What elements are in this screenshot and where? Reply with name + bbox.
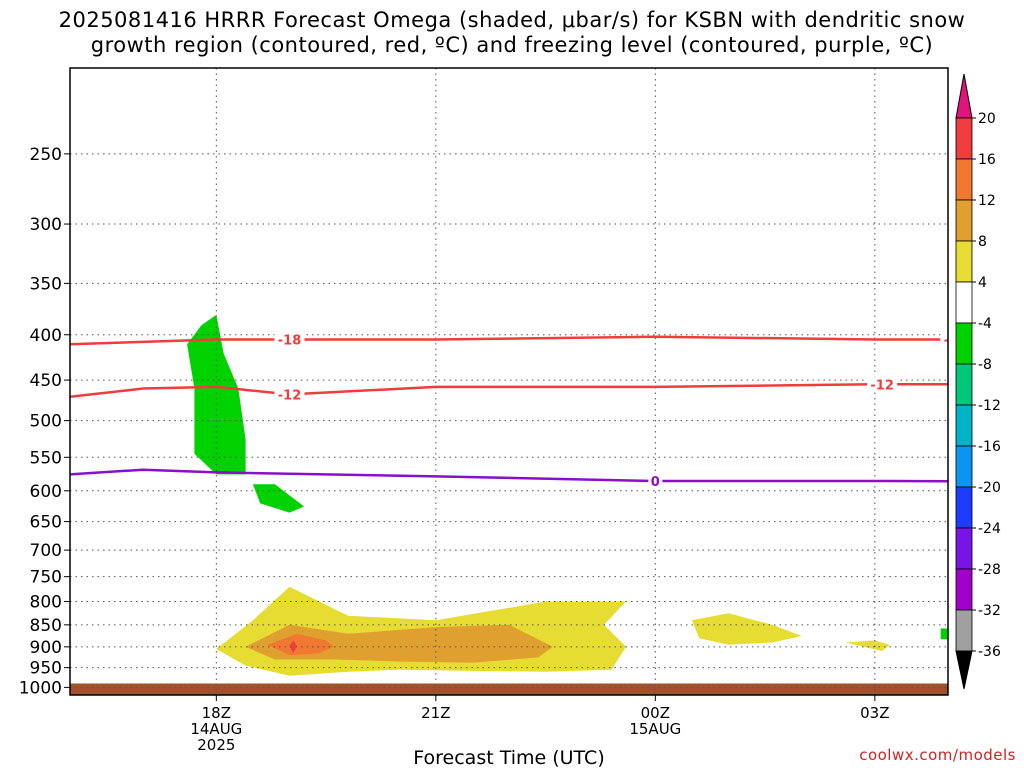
axes: 2503003504004505005506006507007508008509… <box>19 67 949 768</box>
colorbar-label: -16 <box>978 439 1001 455</box>
y-tick-label: 300 <box>30 215 62 235</box>
chart-title-line-2: growth region (contoured, red, ºC) and f… <box>90 33 934 57</box>
omega-region-8 <box>940 628 948 640</box>
x-tick-label: 2025 <box>197 736 235 754</box>
colorbar-label: 16 <box>978 152 996 168</box>
x-tick-label: 21Z <box>421 704 450 722</box>
contour-label-dgz: -12 <box>870 378 894 393</box>
contour-label-bg <box>1014 473 1024 489</box>
omega-region-3 <box>245 624 553 663</box>
colorbar-label: -36 <box>978 644 1001 660</box>
plot-frame <box>69 67 949 696</box>
colorbar-bin <box>955 158 973 201</box>
colorbar-bin <box>955 199 973 242</box>
omega-region-5 <box>289 640 297 654</box>
plot-inner: -18 -18 -12 -12 0 0 <box>70 68 1024 695</box>
colorbar-label: -20 <box>978 480 1001 496</box>
ground-fill <box>70 683 948 695</box>
colorbar-label: -4 <box>978 316 992 332</box>
colorbar-label: -24 <box>978 521 1001 537</box>
x-tick-label: 18Z <box>202 704 231 722</box>
contour-label-bg <box>867 376 898 393</box>
colorbar-bin <box>955 486 973 529</box>
colorbar-bin <box>955 281 973 324</box>
x-tick-label: 15AUG <box>629 720 681 738</box>
y-tick-label: 550 <box>30 448 62 468</box>
source-credit: coolwx.com/models <box>859 746 1016 764</box>
y-tick-label: 800 <box>30 593 62 613</box>
y-tick-label: 450 <box>30 371 62 391</box>
chart-title: 2025081416 HRRR Forecast Omega (shaded, … <box>0 8 1024 58</box>
contour-dgz-0 <box>70 335 948 346</box>
colorbar-bin <box>955 527 973 570</box>
y-tick-label: 400 <box>30 326 62 346</box>
contour-label-dgz: -12 <box>278 388 302 403</box>
colorbar-bin <box>955 568 973 611</box>
colorbar-bin <box>955 363 973 406</box>
omega-region-7 <box>252 484 305 513</box>
omega-region-6 <box>187 315 246 475</box>
colorbar-label: 8 <box>978 234 987 250</box>
y-tick-label: 350 <box>30 274 62 294</box>
colorbar-bin <box>955 117 973 160</box>
omega-region-4 <box>267 633 334 656</box>
contour-label-freezing: 0 <box>1017 475 1024 490</box>
chart-title-line-1: 2025081416 HRRR Forecast Omega (shaded, … <box>58 8 966 32</box>
y-tick-label: 500 <box>30 412 62 432</box>
colorbar-label: 4 <box>978 275 987 291</box>
y-tick-label: 1000 <box>19 678 62 698</box>
contour-label-bg <box>940 331 948 348</box>
colorbar-over-arrow <box>955 73 973 119</box>
colorbar-bin <box>955 609 973 652</box>
plot-area: -18 -18 -12 -12 0 0 <box>70 68 1024 695</box>
y-tick-label: 700 <box>30 541 62 561</box>
contour-dgz-1 <box>70 383 948 399</box>
omega-region-1 <box>691 613 802 645</box>
colorbar-label: -28 <box>978 562 1001 578</box>
contour-label-bg <box>274 331 305 348</box>
contour-label-freezing: 0 <box>651 475 660 490</box>
x-axis-label: Forecast Time (UTC) <box>413 747 604 768</box>
colorbar-label: -8 <box>978 357 992 373</box>
contour-label-dgz: -18 <box>944 334 968 349</box>
colorbar-label: -32 <box>978 603 1001 619</box>
y-tick-label: 750 <box>30 568 62 588</box>
x-tick-label: 03Z <box>860 704 889 722</box>
colorbar-under-arrow <box>955 650 973 690</box>
y-tick-label: 600 <box>30 482 62 502</box>
x-tick-label: 00Z <box>641 704 670 722</box>
y-tick-label: 250 <box>30 145 62 165</box>
contour-label-bg <box>274 386 305 403</box>
colorbar-label: 12 <box>978 193 996 209</box>
colorbar: 20 16 12 8 4 -4 -8 -12 -16 -20 -24 -28 -32 -36 <box>955 73 1001 690</box>
y-tick-label: 950 <box>30 659 62 679</box>
omega-region-2 <box>845 640 890 652</box>
contour-freezing-2 <box>70 468 948 483</box>
x-tick-label: 14AUG <box>190 720 242 738</box>
y-tick-label: 900 <box>30 638 62 658</box>
colorbar-bin <box>955 445 973 488</box>
y-tick-label: 650 <box>30 513 62 533</box>
colorbar-label: -12 <box>978 398 1001 414</box>
contour-label-dgz: -18 <box>278 334 302 349</box>
contour-label-bg <box>648 473 663 490</box>
colorbar-bin <box>955 404 973 447</box>
colorbar-bin <box>955 322 973 365</box>
colorbar-label: 20 <box>978 111 996 127</box>
y-tick-label: 850 <box>30 616 62 636</box>
colorbar-bin <box>955 240 973 283</box>
